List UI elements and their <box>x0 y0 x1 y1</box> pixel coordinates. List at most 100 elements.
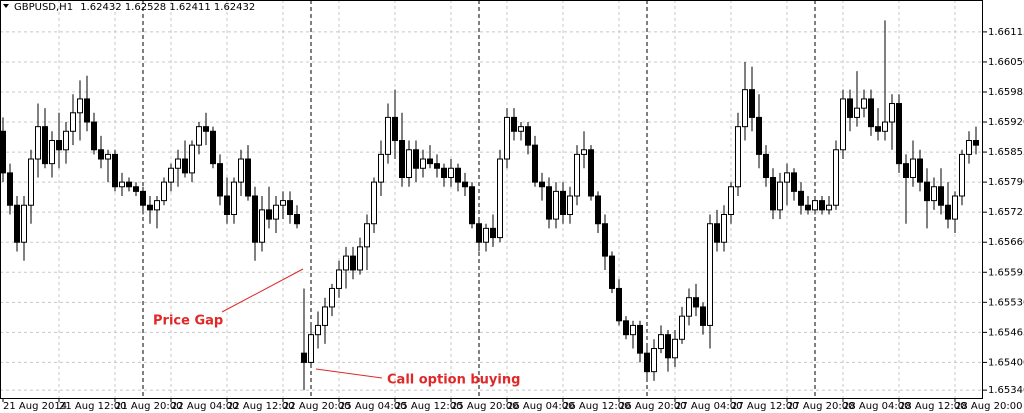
candle-body <box>161 181 167 202</box>
candle-body <box>14 204 20 243</box>
candle-body <box>791 172 797 192</box>
candle-body <box>546 186 552 220</box>
candle-body <box>595 195 601 225</box>
x-tick-label: 22 Aug 12:00 <box>227 401 294 412</box>
candle-body <box>259 209 265 243</box>
candle-body <box>280 200 286 206</box>
x-tick-label: 28 Aug 20:00 <box>955 401 1022 412</box>
candle-body <box>427 158 433 165</box>
candle-body <box>294 213 300 225</box>
x-tick-label: 25 Aug 12:00 <box>395 401 462 412</box>
candle-body <box>0 130 6 174</box>
x-tick-label: 26 Aug 04:00 <box>507 401 574 412</box>
candle-body <box>455 167 461 183</box>
candle-body <box>168 167 174 183</box>
candle-body <box>917 158 923 183</box>
candle-body <box>140 190 146 206</box>
candle-body <box>105 153 111 160</box>
candle-body <box>56 140 62 151</box>
candle-body <box>665 334 671 359</box>
candle-body <box>217 163 223 197</box>
candle-body <box>371 181 377 225</box>
candle-body <box>28 158 34 206</box>
candle-body <box>854 107 860 118</box>
candle-body <box>973 140 979 146</box>
candle-body <box>749 89 755 118</box>
candle-body <box>392 116 398 142</box>
candle-body <box>35 126 41 160</box>
candle-body <box>112 153 118 188</box>
x-tick-label: 26 Aug 12:00 <box>563 401 630 412</box>
candle-body <box>805 204 811 211</box>
candle-body <box>203 126 209 132</box>
candle-body <box>553 190 559 220</box>
candle-body <box>441 167 447 179</box>
candle-body <box>728 186 734 215</box>
candle-body <box>721 213 727 243</box>
y-tick-label: 1.65660 <box>988 237 1024 248</box>
candle-body <box>175 158 181 169</box>
candle-body <box>476 223 482 243</box>
candle-body <box>266 209 272 220</box>
candle-body <box>868 98 874 128</box>
candle-body <box>686 297 692 317</box>
header-value: 1.62432 <box>80 2 121 13</box>
candle-body <box>182 158 188 174</box>
candle-body <box>693 297 699 308</box>
candle-body <box>413 149 419 169</box>
candle-body <box>357 246 363 271</box>
candle-body <box>98 149 104 160</box>
candle-body <box>490 227 496 239</box>
candle-body <box>231 181 237 215</box>
annotation: Price Gap <box>153 314 223 329</box>
candle-body <box>308 334 314 363</box>
candle-body <box>819 200 825 211</box>
candle-body <box>273 204 279 220</box>
candle-body <box>798 190 804 206</box>
y-tick-label: 1.66115 <box>988 27 1024 38</box>
candle-body <box>840 98 846 151</box>
candle-body <box>196 126 202 146</box>
candle-body <box>812 200 818 211</box>
candle-body <box>651 348 657 373</box>
y-tick-label: 1.65855 <box>988 147 1024 158</box>
plot-frame <box>0 0 983 399</box>
candle-body <box>756 116 762 155</box>
candle-body <box>77 98 83 114</box>
x-tick-label: 28 Aug 12:00 <box>899 401 966 412</box>
annotation: Call option buying <box>387 373 520 388</box>
candle-body <box>49 140 55 165</box>
x-tick-label: 26 Aug 20:00 <box>619 401 686 412</box>
candle-body <box>896 103 902 165</box>
candle-body <box>448 167 454 179</box>
candle-body <box>658 334 664 350</box>
candle-body <box>252 195 258 243</box>
candle-body <box>210 130 216 165</box>
candle-body <box>42 126 48 165</box>
candle-body <box>119 181 125 188</box>
candle-body <box>567 195 573 215</box>
candle-body <box>847 98 853 118</box>
candle-body <box>126 181 132 188</box>
header-value: 1.62432 <box>214 2 255 13</box>
candle-body <box>518 126 524 132</box>
candle-body <box>945 204 951 220</box>
x-tick-label: 21 Aug 20:00 <box>115 401 182 412</box>
chart-title: GBPUSD,H1 <box>14 2 73 13</box>
candle-body <box>406 149 412 179</box>
candle-body <box>364 223 370 248</box>
candle-body <box>616 287 622 322</box>
menu-icon <box>3 4 9 8</box>
candle-body <box>903 163 909 179</box>
x-tick-label: 25 Aug 04:00 <box>339 401 406 412</box>
candle-body <box>322 306 328 326</box>
candle-body <box>91 121 97 151</box>
candle-body <box>343 255 349 271</box>
candle-body <box>889 103 895 123</box>
x-tick-label: 21 Aug 2014 <box>3 401 67 412</box>
candle-body <box>966 140 972 155</box>
candle-body <box>742 89 748 128</box>
y-tick-label: 1.65595 <box>988 267 1024 278</box>
x-tick-label: 21 Aug 12:00 <box>59 401 126 412</box>
